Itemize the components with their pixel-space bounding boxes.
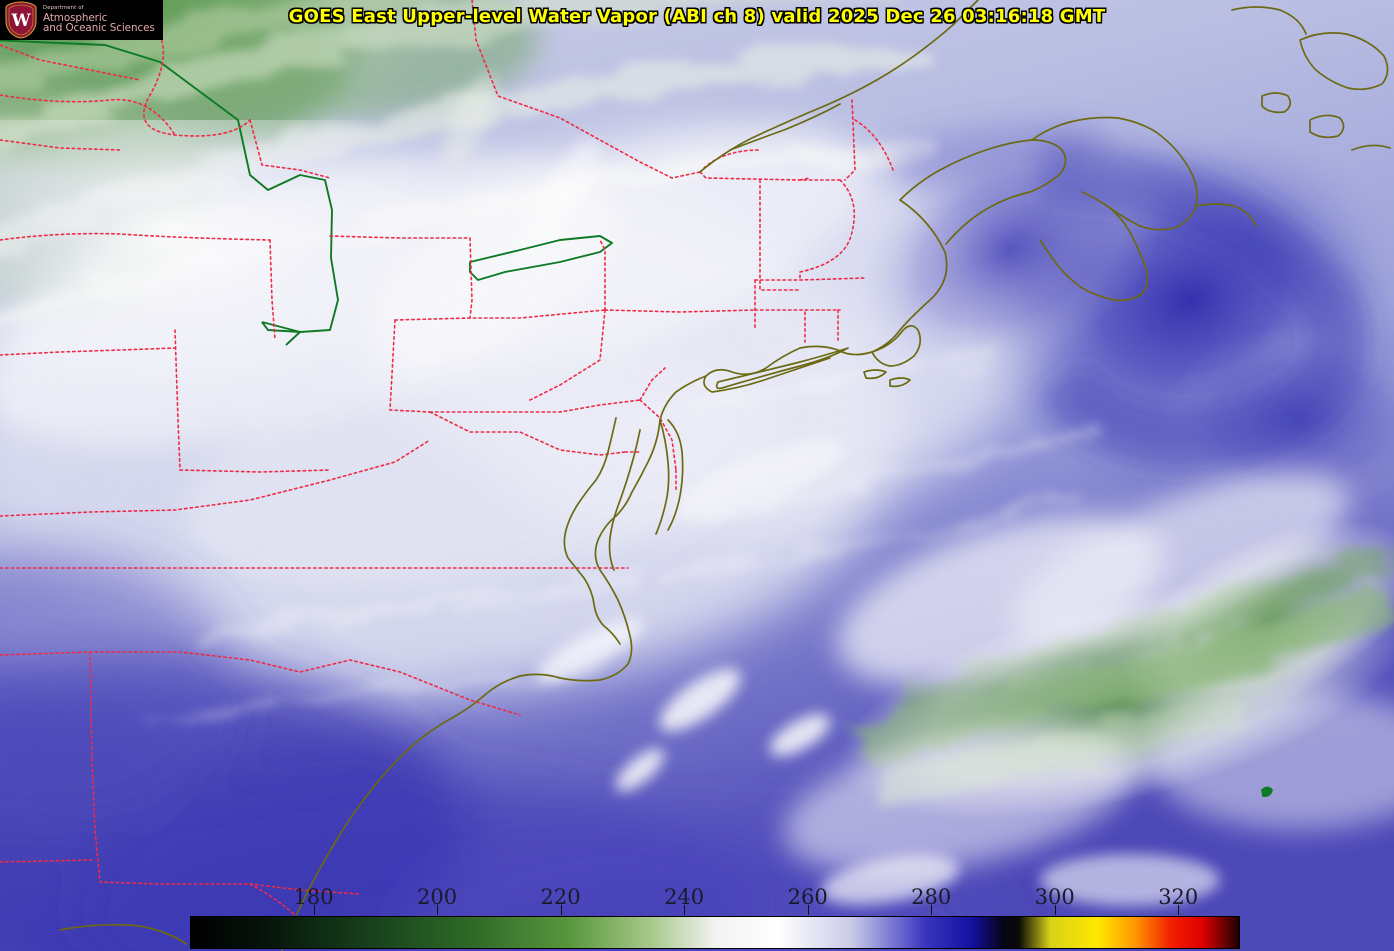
colorbar-tick xyxy=(437,905,439,915)
colorbar-tick xyxy=(1178,905,1180,915)
logo-line-2: and Oceanic Sciences xyxy=(43,22,155,35)
uw-aos-logo: W Department of Atmospheric and Oceanic … xyxy=(0,0,163,40)
coastlines xyxy=(59,0,1391,951)
colorbar-gradient xyxy=(191,917,1239,948)
colorbar: 180 200 220 240 260 280 300 320 xyxy=(190,885,1240,949)
colorbar-tick-label: 220 xyxy=(540,885,581,909)
colorbar-tick xyxy=(807,905,809,915)
uw-crest-icon: W xyxy=(5,1,37,39)
logo-line-1: Atmospheric xyxy=(43,11,108,24)
logo-department-line: Department of xyxy=(43,5,84,12)
lake-outlines xyxy=(0,39,613,346)
colorbar-tick xyxy=(313,905,315,915)
colorbar-tick xyxy=(931,905,933,915)
colorbar-tick-label: 260 xyxy=(787,885,828,909)
colorbar-tick xyxy=(1054,905,1056,915)
colorbar-tick-label: 200 xyxy=(417,885,458,909)
svg-text:W: W xyxy=(10,11,31,31)
colorbar-tick-label: 280 xyxy=(911,885,952,909)
colorbar-tick xyxy=(560,905,562,915)
colorbar-tick xyxy=(684,905,686,915)
colorbar-bar xyxy=(190,916,1240,949)
colorbar-tick-label: 240 xyxy=(664,885,705,909)
state-borders xyxy=(0,0,894,921)
colorbar-tick-label: 180 xyxy=(293,885,334,909)
colorbar-tick-label: 300 xyxy=(1034,885,1075,909)
colorbar-tick-label: 320 xyxy=(1158,885,1199,909)
